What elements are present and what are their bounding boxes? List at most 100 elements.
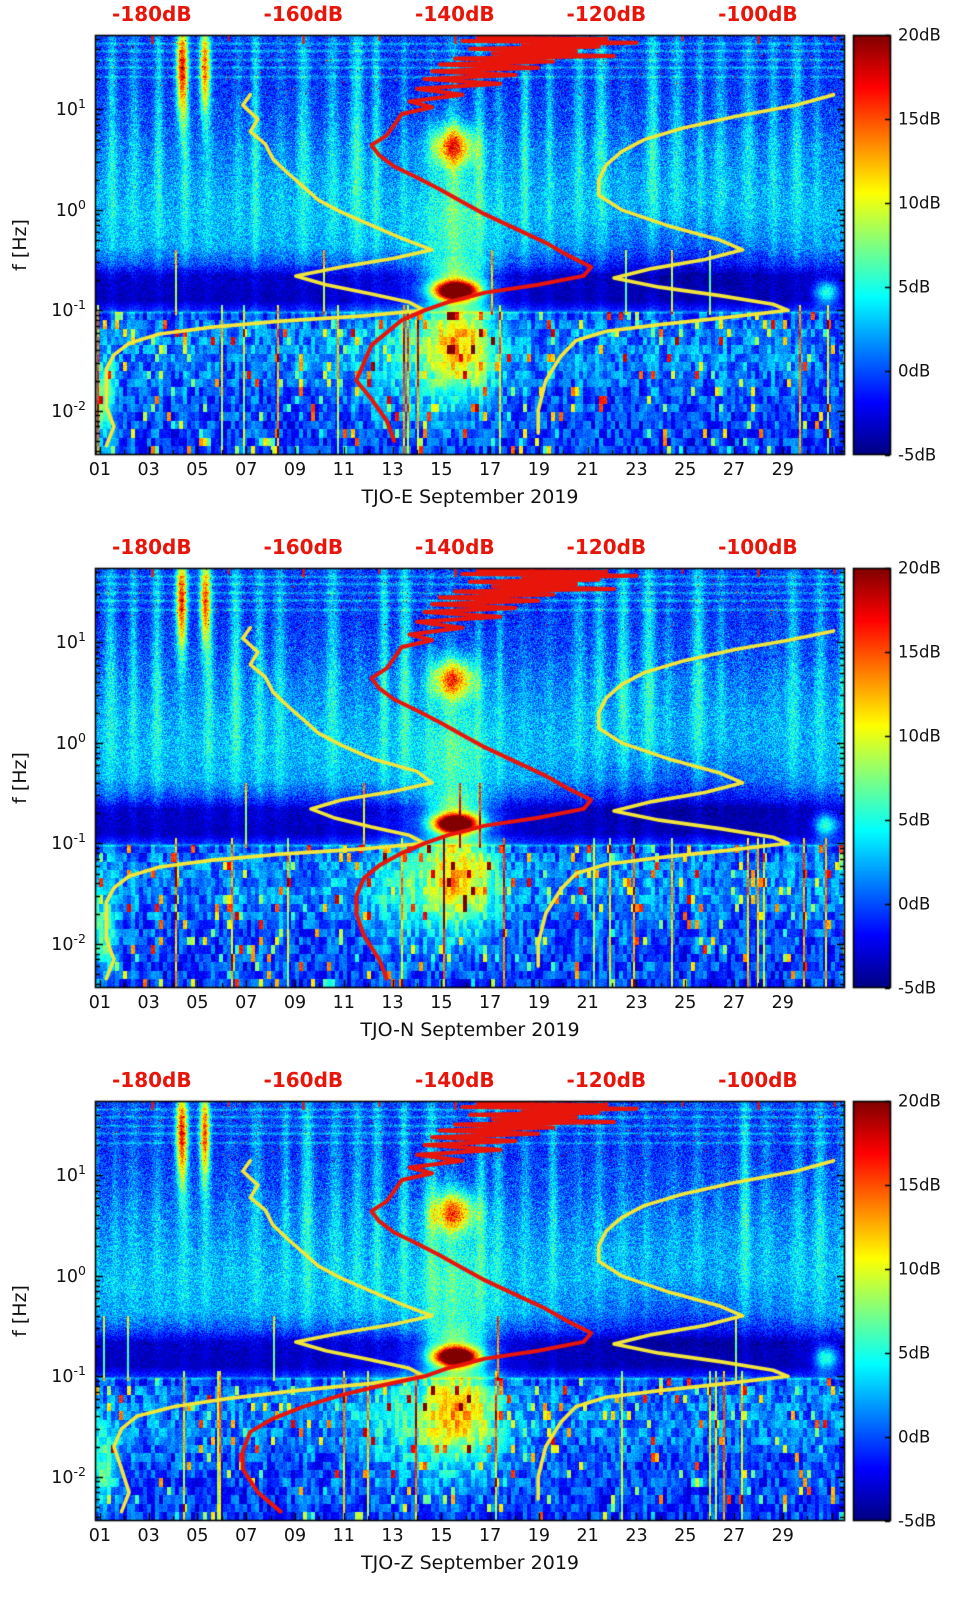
y-axis-tick-label: 10-2	[51, 1463, 86, 1488]
x-axis-tick-label: 05	[186, 1526, 209, 1546]
x-axis-tick-label: 09	[283, 1526, 307, 1546]
colorbar-tick-label: 0dB	[898, 361, 931, 381]
top-axis-tick-label: -160dB	[263, 535, 344, 559]
x-axis-tick-label: 07	[235, 993, 258, 1013]
top-axis-tick-label: -180dB	[112, 2, 192, 26]
y-axis-title: f [Hz]	[9, 752, 31, 804]
panel-tjo-n: f [Hz] TJO-N September 2019 -180dB -160dB…	[0, 533, 962, 1066]
x-axis-tick-label: 19	[527, 1526, 551, 1546]
x-axis-tick-label: 17	[478, 993, 502, 1013]
top-axis-tick-label: -140dB	[415, 2, 495, 26]
x-axis-tick-label: 01	[88, 993, 112, 1013]
x-axis-tick-label: 03	[137, 460, 160, 480]
top-axis-tick-label: -180dB	[112, 1068, 192, 1092]
panel-tjo-e: f [Hz] TJO-E September 2019 -180dB -160dB…	[0, 0, 962, 533]
top-axis-tick-label: -160dB	[263, 1068, 344, 1092]
colorbar-tick-label: -5dB	[898, 445, 937, 465]
x-axis-tick-label: 01	[88, 460, 112, 480]
top-axis-tick-label: -120dB	[566, 2, 647, 26]
y-axis-tick-label: 100	[55, 729, 86, 754]
x-axis-tick-label: 07	[235, 460, 258, 480]
x-axis-tick-label: 29	[771, 1526, 794, 1546]
x-axis-tick-label: 09	[283, 993, 307, 1013]
x-axis-tick-label: 17	[478, 1526, 502, 1546]
top-axis-tick-label: -140dB	[415, 1068, 495, 1092]
colorbar-tick-label: 15dB	[898, 109, 941, 129]
x-axis-tick-label: 11	[332, 460, 355, 480]
colorbar-tick-label: 10dB	[898, 1259, 941, 1279]
colorbar-tick-label: 5dB	[898, 810, 931, 830]
x-axis-tick-label: 09	[283, 460, 307, 480]
x-axis-tick-label: 01	[88, 1526, 112, 1546]
x-axis-tick-label: 27	[722, 460, 746, 480]
top-axis-tick-label: -120dB	[566, 1068, 647, 1092]
colorbar-tick-label: 5dB	[898, 1343, 931, 1363]
x-axis-tick-label: 05	[186, 993, 209, 1013]
y-axis-tick-label: 101	[55, 629, 86, 654]
x-axis-tick-label: 15	[430, 1526, 453, 1546]
y-axis-tick-label: 10-1	[51, 297, 86, 322]
spectrogram-canvas-tjo-z	[0, 1066, 962, 1599]
top-axis-tick-label: -100dB	[718, 1068, 798, 1092]
x-axis-tick-label: 19	[527, 460, 551, 480]
y-axis-title: f [Hz]	[9, 219, 31, 271]
colorbar-tick-label: 15dB	[898, 1175, 941, 1195]
x-axis-tick-label: 17	[478, 460, 502, 480]
top-axis-tick-label: -180dB	[112, 535, 192, 559]
x-axis-tick-label: 03	[137, 1526, 160, 1546]
colorbar-tick-label: 15dB	[898, 642, 941, 662]
x-axis-tick-label: 25	[674, 993, 697, 1013]
colorbar-tick-label: 20dB	[898, 558, 941, 578]
x-axis-tick-label: 25	[674, 1526, 697, 1546]
y-axis-title: f [Hz]	[9, 1285, 31, 1337]
colorbar-tick-label: 20dB	[898, 1091, 941, 1111]
top-axis-tick-label: -100dB	[718, 2, 798, 26]
x-axis-tick-label: 11	[332, 993, 355, 1013]
spectrogram-canvas-tjo-n	[0, 533, 962, 1066]
x-axis-tick-label: 13	[381, 993, 404, 1013]
x-axis-tick-label: 13	[381, 460, 404, 480]
x-axis-tick-label: 23	[625, 1526, 648, 1546]
x-axis-tick-label: 13	[381, 1526, 404, 1546]
top-axis-tick-label: -140dB	[415, 535, 495, 559]
x-axis-tick-label: 23	[625, 993, 648, 1013]
x-axis-tick-label: 29	[771, 460, 794, 480]
colorbar-tick-label: 10dB	[898, 726, 941, 746]
panel-tjo-z: f [Hz] TJO-Z September 2019 -180dB -160dB…	[0, 1066, 962, 1599]
x-axis-tick-label: 03	[137, 993, 160, 1013]
x-axis-tick-label: 27	[722, 993, 746, 1013]
x-axis-tick-label: 11	[332, 1526, 355, 1546]
x-axis-tick-label: 25	[674, 460, 697, 480]
top-axis-tick-label: -120dB	[566, 535, 647, 559]
colorbar-tick-label: 0dB	[898, 1427, 931, 1447]
colorbar-tick-label: 10dB	[898, 193, 941, 213]
x-axis-title: TJO-N September 2019	[360, 1019, 580, 1041]
x-axis-tick-label: 21	[576, 460, 599, 480]
colorbar-tick-label: 0dB	[898, 894, 931, 914]
x-axis-tick-label: 15	[430, 993, 453, 1013]
y-axis-tick-label: 10-1	[51, 830, 86, 855]
colorbar-tick-label: 20dB	[898, 25, 941, 45]
x-axis-tick-label: 15	[430, 460, 453, 480]
y-axis-tick-label: 100	[55, 1262, 86, 1287]
x-axis-title: TJO-Z September 2019	[360, 1552, 580, 1574]
y-axis-tick-label: 10-2	[51, 397, 86, 422]
x-axis-tick-label: 21	[576, 993, 599, 1013]
spectrogram-canvas-tjo-e	[0, 0, 962, 533]
y-axis-tick-label: 100	[55, 196, 86, 221]
y-axis-tick-label: 10-2	[51, 930, 86, 955]
x-axis-tick-label: 19	[527, 993, 551, 1013]
x-axis-tick-label: 27	[722, 1526, 746, 1546]
colorbar-tick-label: 5dB	[898, 277, 931, 297]
x-axis-tick-label: 29	[771, 993, 794, 1013]
colorbar-tick-label: -5dB	[898, 978, 937, 998]
y-axis-tick-label: 101	[55, 96, 86, 121]
x-axis-tick-label: 07	[235, 1526, 258, 1546]
y-axis-tick-label: 101	[55, 1162, 86, 1187]
x-axis-tick-label: 05	[186, 460, 209, 480]
y-axis-tick-label: 10-1	[51, 1363, 86, 1388]
top-axis-tick-label: -160dB	[263, 2, 344, 26]
x-axis-title: TJO-E September 2019	[361, 486, 579, 508]
x-axis-tick-label: 21	[576, 1526, 599, 1546]
